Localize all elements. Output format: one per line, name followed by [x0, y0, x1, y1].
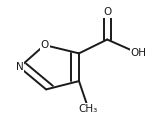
- Text: CH₃: CH₃: [79, 104, 98, 114]
- Text: O: O: [40, 40, 49, 50]
- Text: N: N: [16, 62, 23, 72]
- Text: O: O: [103, 7, 111, 17]
- Text: OH: OH: [131, 48, 146, 58]
